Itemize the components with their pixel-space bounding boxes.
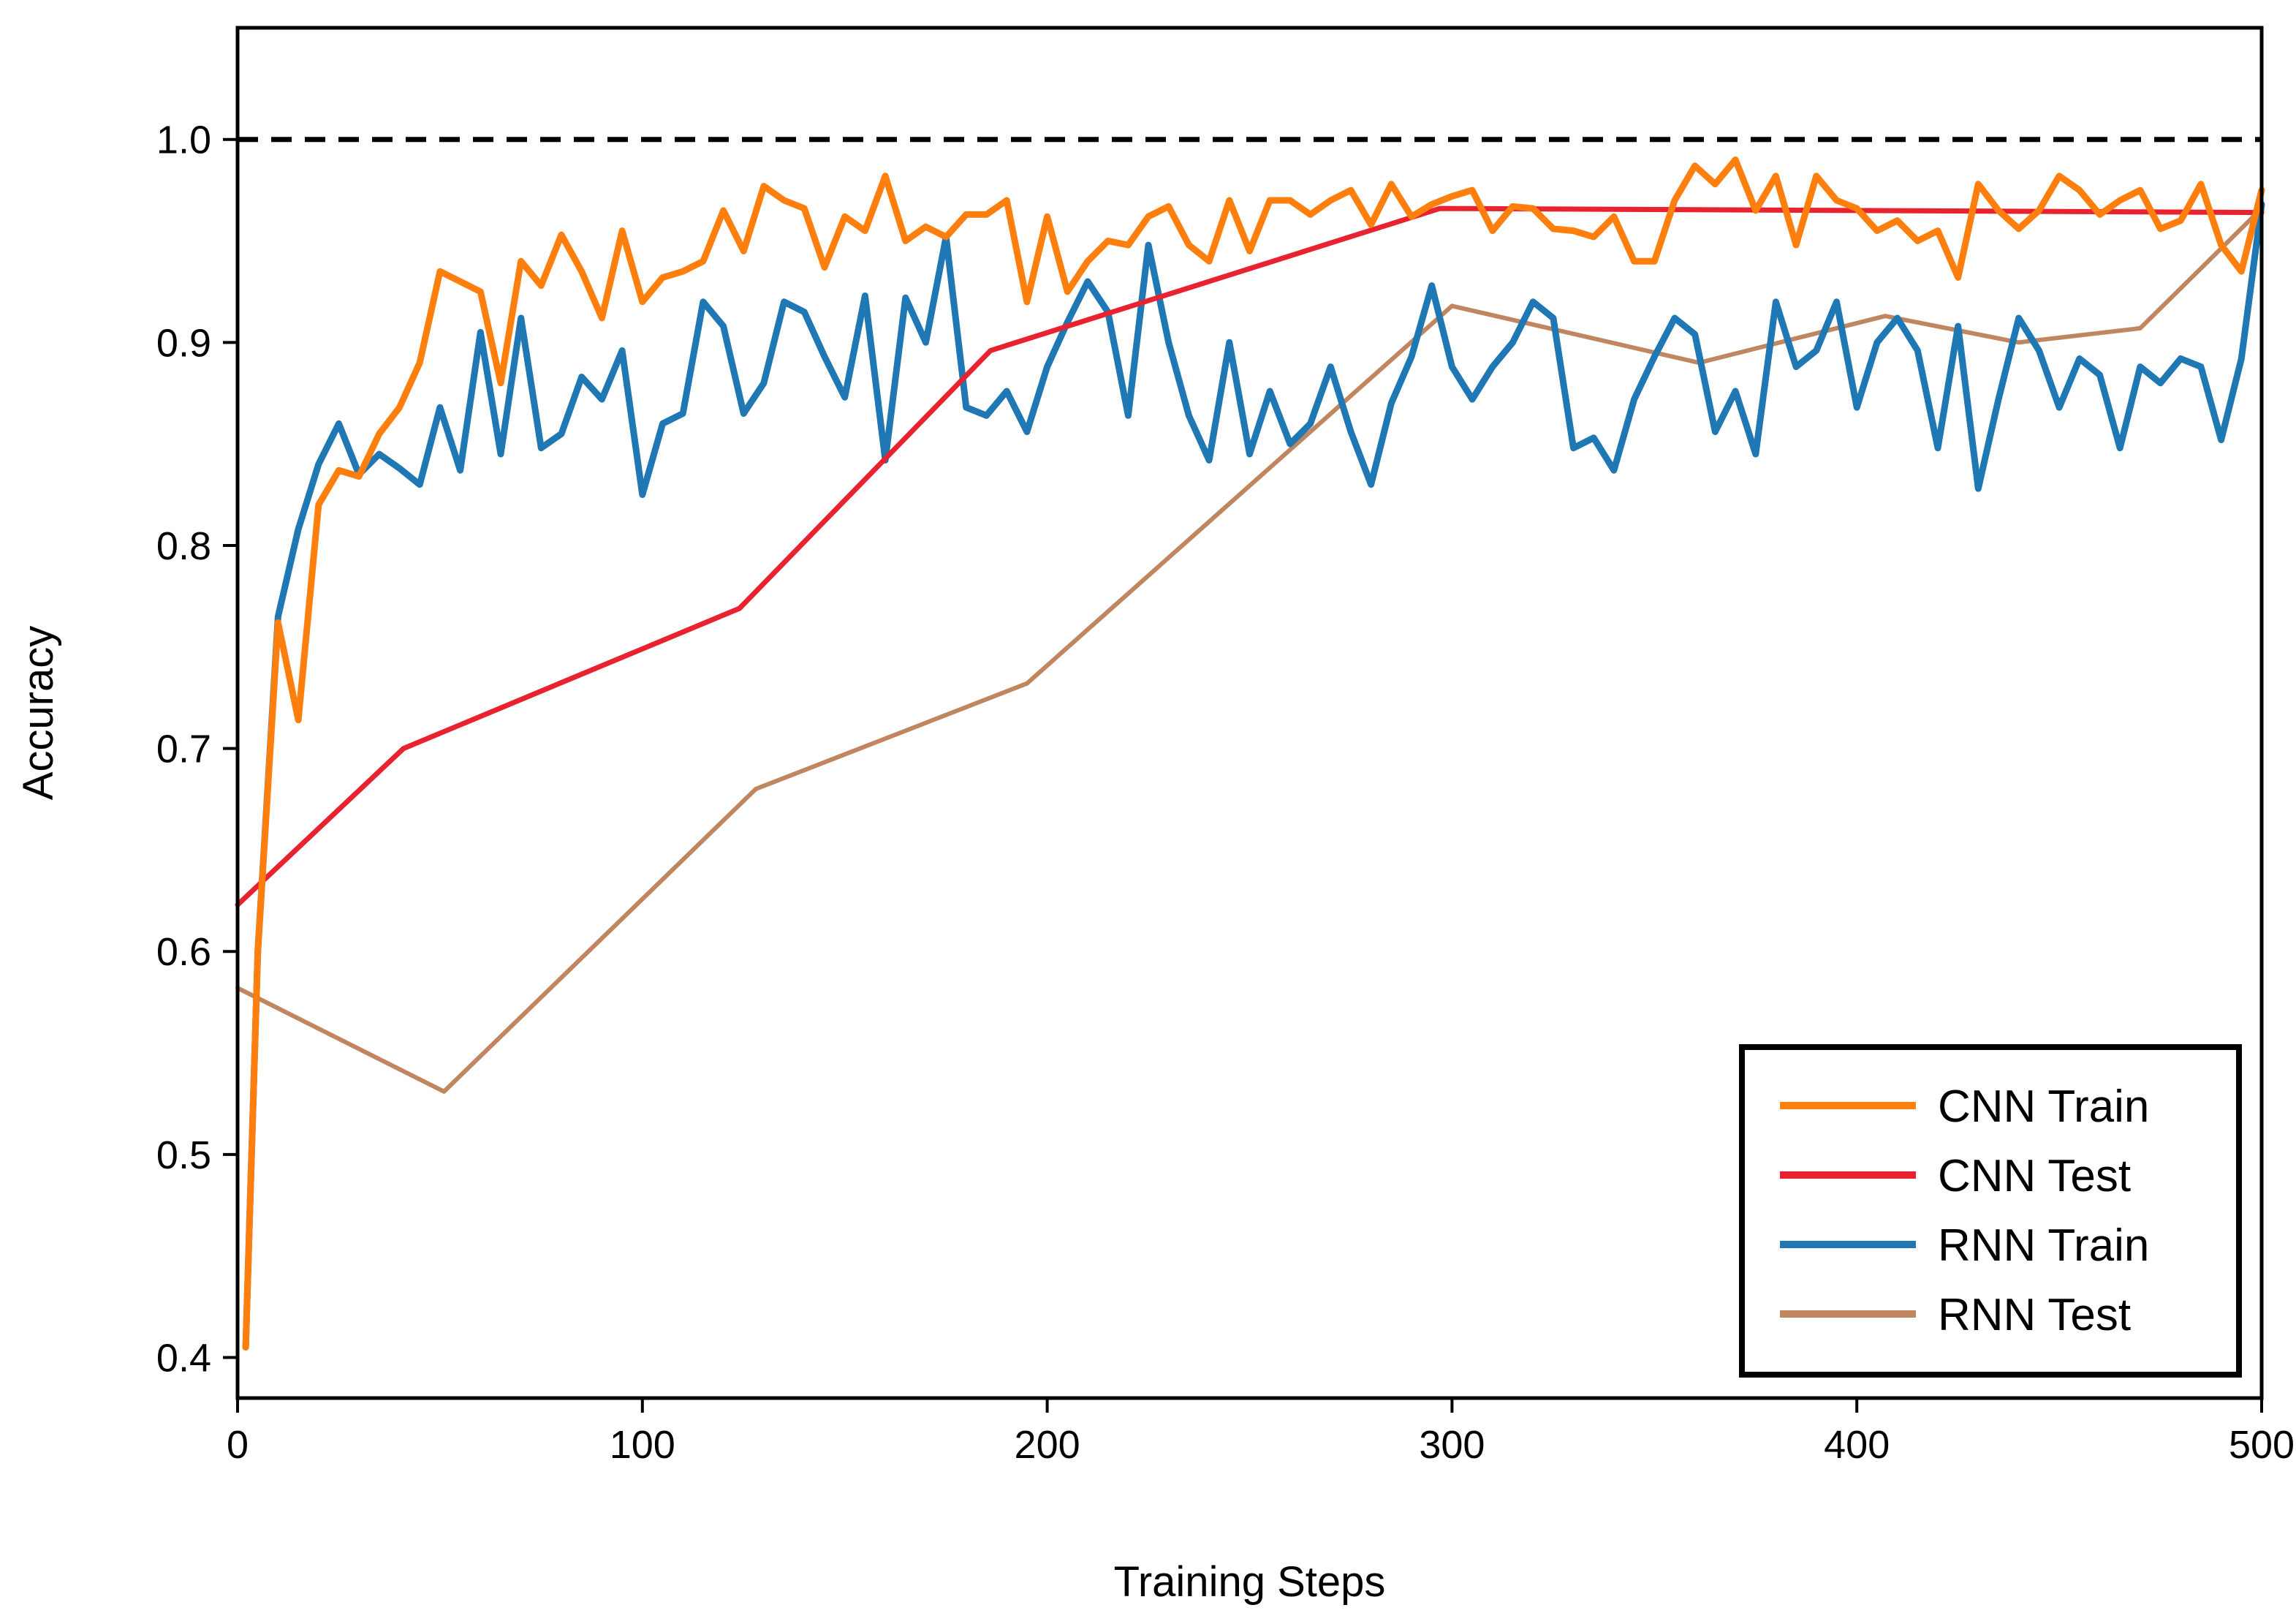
x-tick-label: 100	[610, 1423, 675, 1467]
legend-label-cnn-train: CNN Train	[1938, 1081, 2149, 1132]
series-line-cnn-train	[242, 156, 2265, 1351]
series-line-rnn-test	[235, 206, 2264, 1094]
y-axis-ticks: 0.4 0.5 0.6 0.7 0.8 0.9 1.0	[156, 118, 238, 1380]
x-axis-label: Training Steps	[1114, 1558, 1386, 1606]
x-tick-label: 400	[1824, 1423, 1890, 1467]
legend: CNN Train CNN Test RNN Train RNN Test	[1739, 1044, 2242, 1378]
x-tick-label: 200	[1015, 1423, 1080, 1467]
y-tick-label: 0.7	[156, 728, 211, 771]
legend-label-rnn-train: RNN Train	[1938, 1220, 2149, 1271]
legend-box	[1739, 1044, 2242, 1378]
y-axis-label: Accuracy	[15, 626, 62, 801]
y-tick-label: 0.5	[156, 1133, 211, 1177]
series-line-rnn-train	[242, 201, 2265, 1351]
series-line-cnn-test	[235, 205, 2265, 907]
y-tick-label: 0.8	[156, 524, 211, 568]
axes-frame	[235, 26, 2264, 1400]
y-tick-label: 1.0	[156, 118, 211, 162]
y-tick-label: 0.4	[156, 1336, 211, 1380]
x-tick-label: 0	[227, 1423, 249, 1467]
x-tick-label: 300	[1419, 1423, 1485, 1467]
y-tick-label: 0.6	[156, 930, 211, 974]
x-tick-label: 500	[2229, 1423, 2295, 1467]
x-axis-ticks: 0 100 200 300 400 500	[227, 1398, 2295, 1467]
legend-label-cnn-test: CNN Test	[1938, 1151, 2131, 1201]
y-tick-label: 0.9	[156, 321, 211, 365]
legend-label-rnn-test: RNN Test	[1938, 1290, 2131, 1340]
plot-lines	[235, 156, 2265, 1351]
